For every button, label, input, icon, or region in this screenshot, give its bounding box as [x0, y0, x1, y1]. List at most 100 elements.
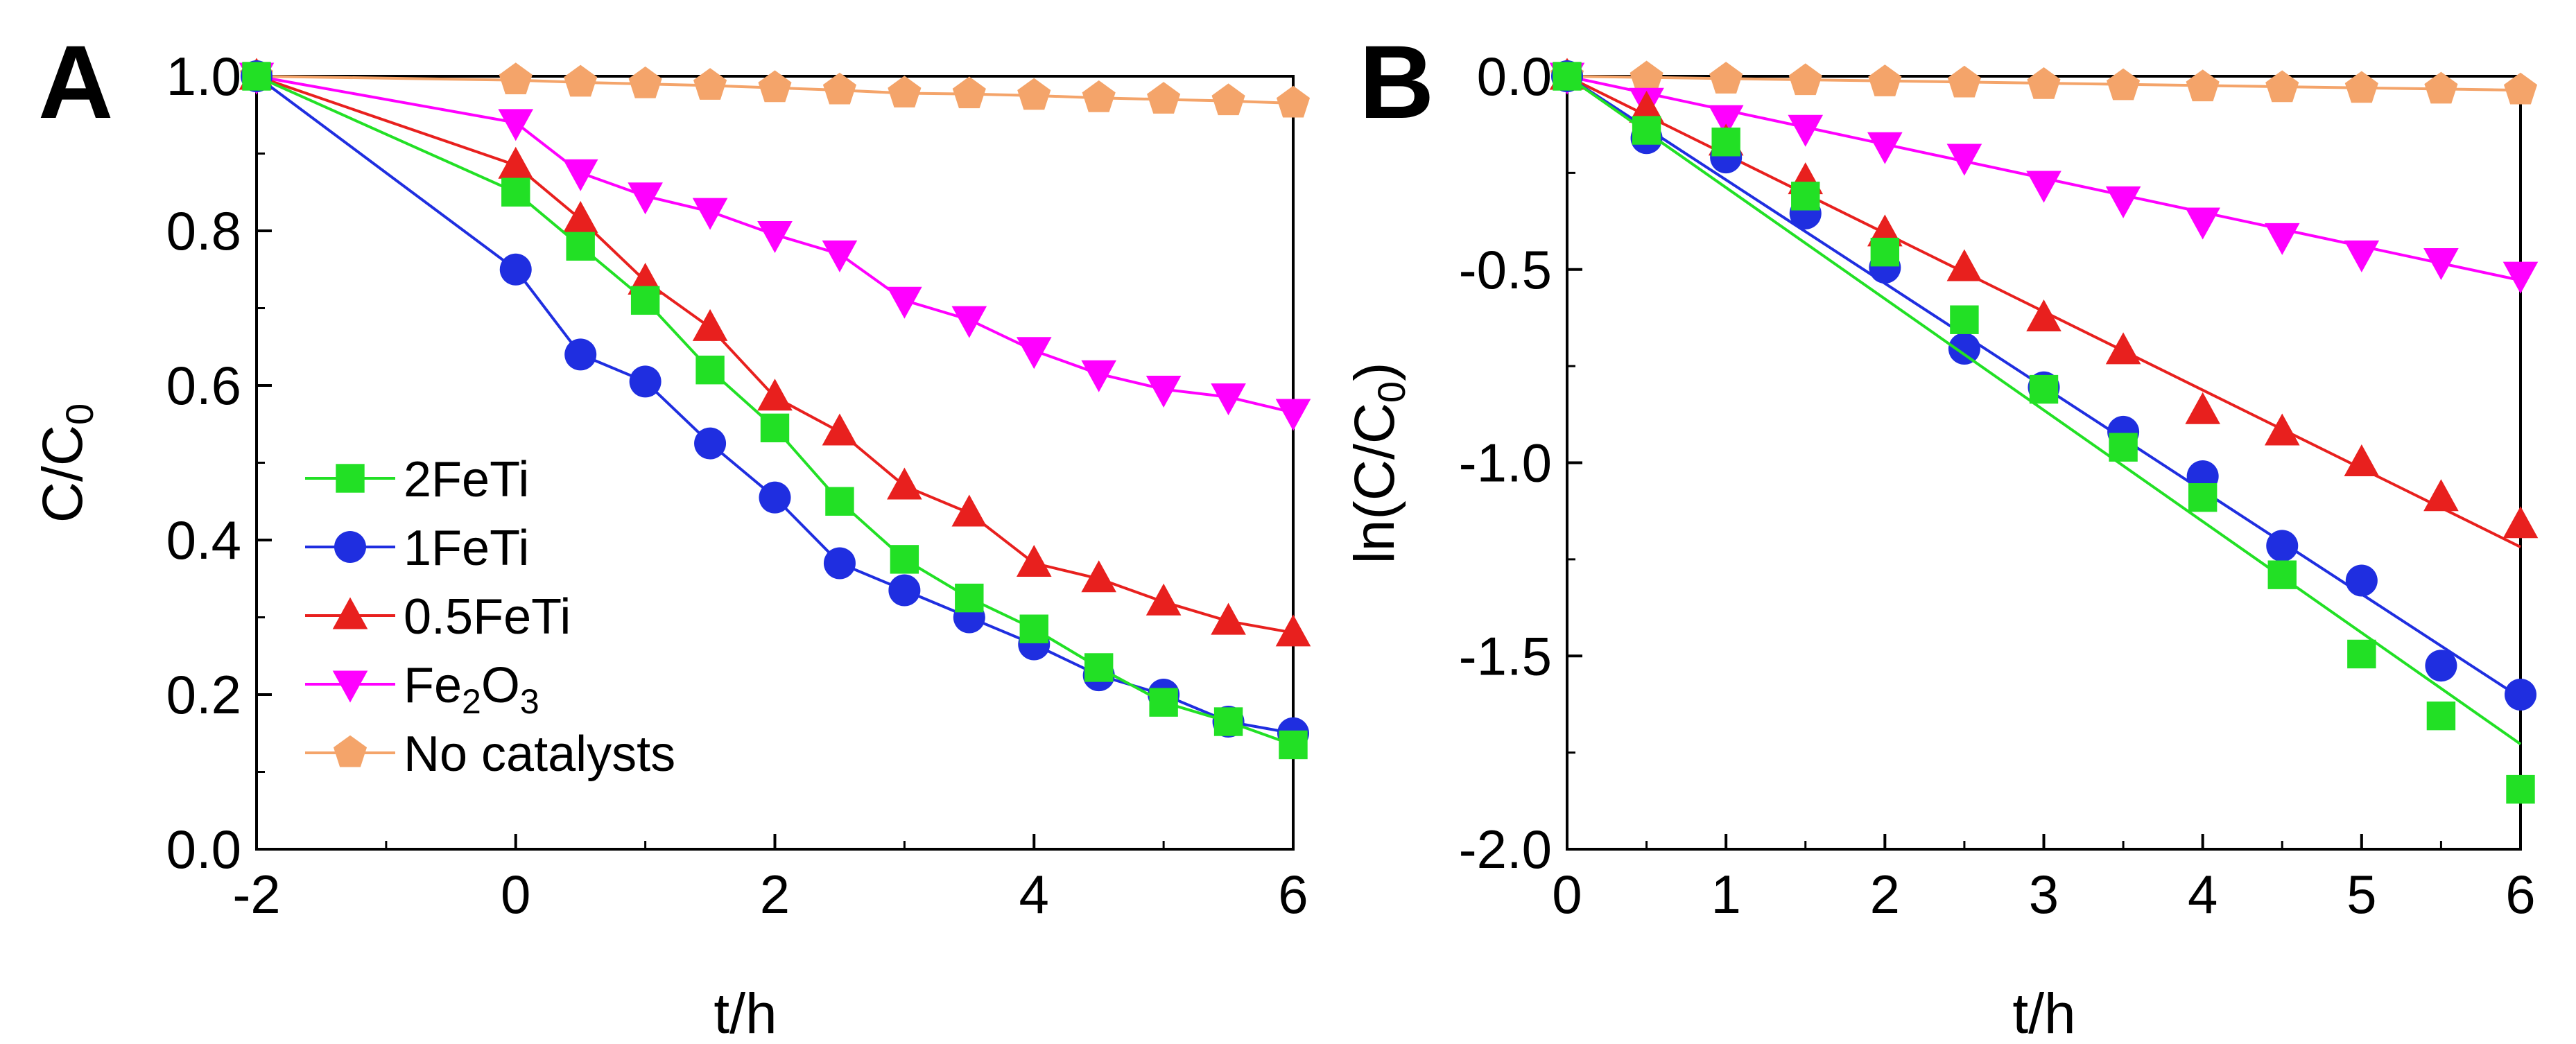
marker-2feti-a: [1149, 688, 1178, 717]
marker-2feti-a: [890, 545, 919, 574]
marker-0-5feti-a: [1275, 614, 1311, 647]
marker-1feti-b: [2266, 530, 2299, 562]
marker-no-catalysts-b: [2186, 69, 2220, 102]
legend-label-fe2o3: Fe2O3: [404, 658, 539, 721]
marker-2feti-a: [760, 413, 790, 443]
marker-no-catalysts-a: [822, 72, 856, 105]
marker-no-catalysts-a: [758, 70, 792, 103]
marker-1feti-b: [2505, 679, 2536, 711]
marker-fe2o3-b: [2423, 248, 2459, 281]
marker-no-catalysts-b: [1868, 64, 1902, 96]
marker-2feti-a: [1279, 730, 1308, 760]
y-axis-label-a: C/C0: [31, 403, 101, 523]
marker-no-catalysts-b: [2344, 71, 2378, 103]
marker-no-catalysts-b: [1788, 63, 1822, 96]
marker-0-5feti-a: [692, 308, 728, 341]
panel-b: 0 1 2 3 4 5 6-2.0-1.5-1.0-0.50.0 t/h ln(C/C0): [1343, 46, 2539, 1044]
marker-fe2o3-b: [2502, 261, 2539, 294]
axis-ticks-a: -2 0 2 4 6 0.0 0.2 0.4 0.6 0.8 1.0: [166, 46, 1308, 925]
marker-fe2o3-b: [2105, 186, 2141, 218]
panel-label-b: B: [1359, 24, 1434, 140]
marker-0-5feti-a: [951, 494, 987, 527]
fit-line-2feti-b: [1566, 75, 2522, 745]
marker-1feti-a: [888, 574, 921, 607]
x-tick-label-b: 4: [2188, 864, 2218, 925]
marker-2feti-b: [1791, 182, 1820, 211]
y-tick-label-b: 0.0: [1477, 46, 1552, 107]
legend-marker-1feti: [334, 531, 366, 563]
x-tick-label-b: 2: [1870, 864, 1900, 925]
marker-1feti-a: [694, 427, 727, 460]
axis-ticks-b: 0 1 2 3 4 5 6 -2.0 -1.5 -1.0 -0.5 0.0: [1459, 46, 2536, 925]
marker-0-5feti-b: [2105, 332, 2141, 365]
marker-fe2o3-a: [1275, 399, 1311, 431]
y-axis-label-b-sub: 0: [1369, 381, 1413, 403]
marker-0-5feti-a: [562, 200, 598, 233]
marker-0-5feti-b: [1629, 90, 1664, 123]
marker-no-catalysts-a: [1017, 78, 1051, 110]
marker-0-5feti-a: [822, 413, 858, 446]
y-axis-label-b-tail: ): [1343, 363, 1406, 381]
marker-2feti-b: [2506, 774, 2535, 804]
y-axis-label-a-main: C/C: [31, 425, 94, 523]
series-group-b: [1549, 58, 2539, 804]
x-tick-label-a: 6: [1278, 864, 1308, 925]
x-axis-label-b: t/h: [2012, 982, 2075, 1044]
x-tick-label-b: 5: [2346, 864, 2376, 925]
marker-no-catalysts-b: [2107, 68, 2141, 101]
series-group-a: [239, 58, 1311, 760]
marker-2feti-b: [1711, 128, 1740, 157]
marker-0-5feti-a: [887, 467, 922, 500]
marker-2feti-b: [1870, 237, 1900, 267]
marker-2feti-b: [2267, 560, 2297, 589]
marker-2feti-a: [1213, 707, 1243, 736]
marker-fe2o3-a: [822, 240, 858, 272]
marker-0-5feti-b: [2502, 506, 2539, 539]
y-tick-label-a: 0.2: [166, 664, 241, 725]
marker-2feti-b: [1950, 305, 1979, 334]
marker-0-5feti-b: [1946, 249, 1982, 281]
marker-fe2o3-a: [562, 159, 598, 191]
legend-marker-2feti: [336, 464, 365, 493]
marker-0-5feti-a: [1081, 560, 1116, 593]
marker-1feti-a: [564, 338, 597, 371]
legend-label-1feti: 1FeTi: [404, 521, 529, 576]
marker-2feti-b: [1553, 62, 1582, 91]
marker-0-5feti-b: [2026, 299, 2061, 331]
x-tick-label-a: 4: [1019, 864, 1049, 925]
marker-fe2o3-a: [628, 182, 663, 215]
marker-no-catalysts-a: [1211, 83, 1245, 116]
marker-no-catalysts-a: [499, 62, 533, 95]
marker-fe2o3-a: [887, 286, 922, 319]
legend-label-no-catalysts: No catalysts: [404, 727, 675, 782]
marker-2feti-b: [2426, 701, 2456, 731]
marker-0-5feti-a: [1146, 583, 1182, 616]
marker-2feti-a: [630, 286, 660, 315]
marker-fe2o3-b: [2344, 240, 2380, 272]
marker-1feti-a: [759, 481, 791, 514]
y-tick-label-b: -0.5: [1459, 239, 1552, 300]
legend-marker-fe2o3: [332, 670, 368, 703]
legend-a: 2FeTi 1FeTi 0.5FeTi Fe2O3 No catalysts: [305, 452, 675, 782]
y-tick-label-a: 1.0: [166, 46, 241, 107]
x-tick-label-b: 0: [1552, 864, 1582, 925]
marker-1feti-a: [629, 365, 662, 398]
marker-2feti-a: [1019, 614, 1048, 643]
marker-1feti-a: [823, 547, 856, 580]
y-tick-label-b: -1.0: [1459, 433, 1552, 494]
y-tick-label-b: -2.0: [1459, 819, 1552, 880]
marker-1feti-b: [2425, 650, 2457, 682]
marker-no-catalysts-b: [1947, 65, 1981, 98]
marker-0-5feti-a: [1211, 602, 1246, 635]
marker-2feti-a: [695, 356, 725, 385]
y-tick-label-a: 0.4: [166, 510, 241, 571]
y-axis-label-a-sub: 0: [58, 403, 101, 425]
marker-1feti-b: [2345, 564, 2378, 597]
marker-1feti-a: [499, 253, 532, 286]
x-axis-label-a: t/h: [714, 982, 777, 1044]
marker-2feti-b: [2347, 639, 2376, 669]
panel-a: -2 0 2 4 60.00.20.40.60.81.0 t/h C/C0 2FeTi1…: [31, 46, 1311, 1044]
marker-2feti-b: [2109, 433, 2138, 462]
marker-no-catalysts-b: [2503, 72, 2538, 105]
